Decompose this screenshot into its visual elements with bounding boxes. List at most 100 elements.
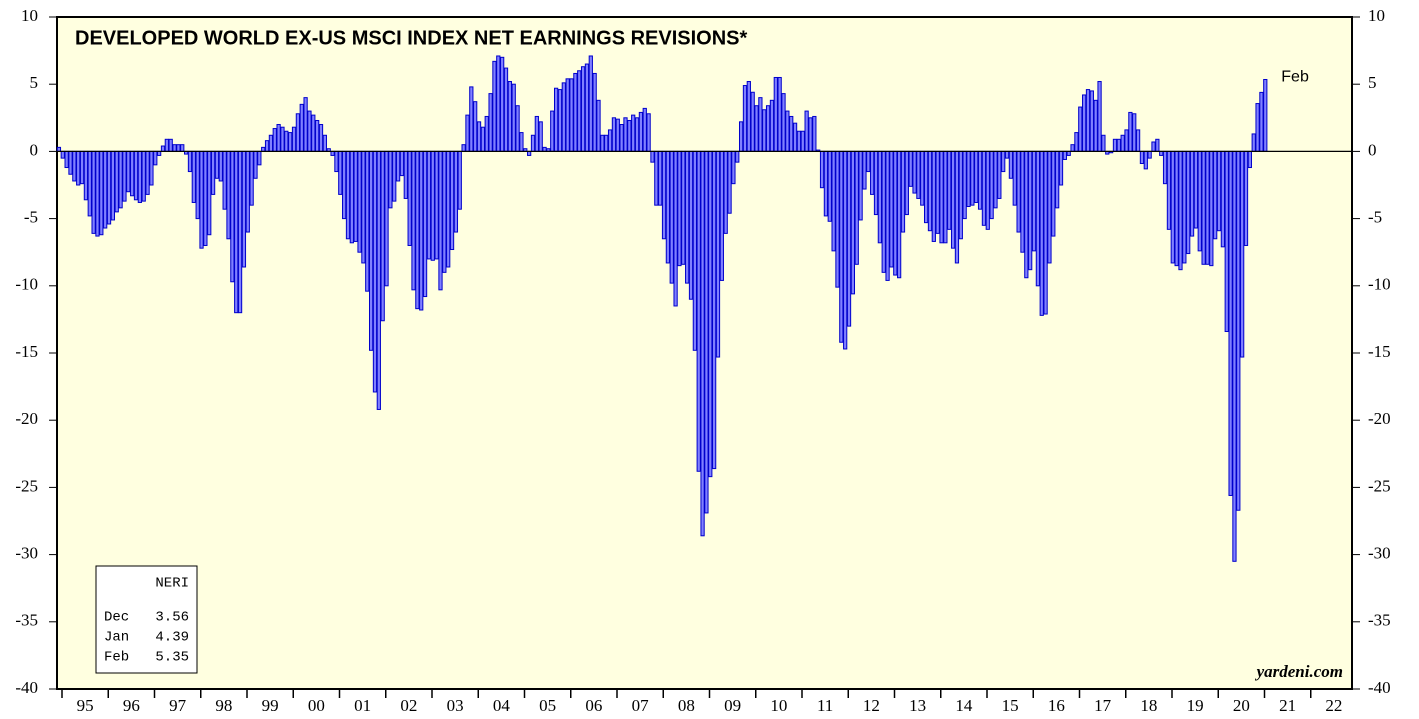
bar bbox=[789, 115, 794, 152]
bar bbox=[553, 87, 559, 152]
bar bbox=[295, 113, 301, 152]
bar bbox=[800, 130, 805, 152]
bar bbox=[1082, 94, 1087, 152]
bar bbox=[507, 81, 512, 152]
bar bbox=[839, 150, 844, 343]
bar bbox=[1166, 150, 1172, 230]
bar bbox=[515, 105, 520, 152]
bar bbox=[222, 150, 227, 210]
bar bbox=[981, 150, 987, 226]
bar bbox=[315, 119, 320, 152]
bar bbox=[920, 150, 925, 206]
y-tick-label: -25 bbox=[15, 476, 38, 495]
bar bbox=[623, 117, 628, 152]
bar bbox=[885, 150, 890, 281]
bar bbox=[1078, 106, 1083, 152]
x-tick-label: 22 bbox=[1325, 696, 1342, 715]
bar bbox=[56, 146, 62, 152]
bar bbox=[977, 150, 983, 210]
bar bbox=[1186, 150, 1191, 255]
bar bbox=[83, 150, 89, 201]
bar bbox=[950, 150, 956, 249]
bar bbox=[819, 150, 825, 189]
bar bbox=[1143, 150, 1148, 170]
bar bbox=[954, 150, 960, 264]
bar bbox=[311, 114, 316, 152]
bar bbox=[446, 150, 451, 268]
bar bbox=[230, 150, 235, 283]
bar bbox=[654, 150, 659, 206]
y-tick-label: 0 bbox=[30, 140, 39, 159]
x-tick-label: 14 bbox=[955, 696, 973, 715]
bar bbox=[284, 130, 289, 152]
bar bbox=[881, 150, 886, 273]
bar bbox=[646, 113, 651, 152]
bar bbox=[997, 150, 1002, 199]
bar bbox=[534, 115, 539, 152]
bar bbox=[106, 150, 112, 225]
bar bbox=[187, 150, 193, 173]
bar bbox=[831, 150, 836, 252]
bar bbox=[280, 126, 285, 152]
bar bbox=[130, 150, 135, 197]
bar bbox=[742, 85, 748, 152]
bar bbox=[422, 150, 428, 298]
y-tick-label: -5 bbox=[24, 208, 38, 227]
bar bbox=[1162, 150, 1168, 185]
bar bbox=[395, 150, 401, 182]
y2-tick-label: -15 bbox=[1368, 342, 1391, 361]
x-tick-label: 12 bbox=[863, 696, 880, 715]
bar bbox=[1193, 150, 1199, 229]
bar bbox=[638, 111, 644, 152]
bar bbox=[426, 150, 432, 260]
bar bbox=[758, 97, 763, 152]
bar bbox=[488, 93, 493, 152]
bar bbox=[264, 140, 270, 152]
bar bbox=[1004, 150, 1010, 159]
bar bbox=[99, 150, 104, 236]
bar bbox=[893, 150, 898, 276]
bar bbox=[234, 150, 239, 314]
bar bbox=[862, 150, 867, 190]
bar bbox=[1128, 111, 1133, 152]
bar bbox=[291, 126, 297, 152]
bar bbox=[76, 150, 81, 186]
bar bbox=[565, 78, 570, 152]
bar bbox=[1043, 150, 1048, 315]
bar bbox=[1240, 150, 1245, 358]
bar bbox=[712, 150, 717, 470]
bar bbox=[349, 150, 354, 244]
bar bbox=[1189, 150, 1195, 237]
bar bbox=[1047, 150, 1052, 264]
y2-tick-label: -20 bbox=[1368, 409, 1391, 428]
bar bbox=[1236, 150, 1241, 511]
bar bbox=[1097, 81, 1102, 152]
bar bbox=[176, 144, 181, 152]
x-tick-label: 16 bbox=[1048, 696, 1065, 715]
annotation: Feb bbox=[1281, 69, 1309, 86]
bar bbox=[480, 126, 486, 152]
bar bbox=[1135, 129, 1141, 152]
bar bbox=[191, 150, 196, 203]
bar bbox=[376, 150, 381, 410]
bar bbox=[877, 150, 882, 244]
y2-tick-label: -25 bbox=[1368, 476, 1391, 495]
bar bbox=[91, 150, 96, 234]
bar bbox=[1159, 150, 1164, 156]
x-tick-label: 09 bbox=[724, 696, 741, 715]
bar bbox=[403, 150, 408, 199]
y2-tick-label: -10 bbox=[1368, 275, 1391, 294]
bar bbox=[1101, 134, 1106, 152]
bar bbox=[469, 86, 474, 152]
x-tick-label: 08 bbox=[678, 696, 695, 715]
bar bbox=[388, 150, 393, 209]
bar bbox=[60, 150, 65, 159]
x-tick-label: 01 bbox=[354, 696, 371, 715]
bar bbox=[384, 150, 389, 287]
bar bbox=[908, 150, 913, 187]
bar bbox=[669, 150, 674, 284]
bar bbox=[688, 150, 694, 300]
x-tick-label: 21 bbox=[1279, 696, 1296, 715]
x-tick-label: 95 bbox=[77, 696, 94, 715]
x-tick-label: 99 bbox=[262, 696, 279, 715]
